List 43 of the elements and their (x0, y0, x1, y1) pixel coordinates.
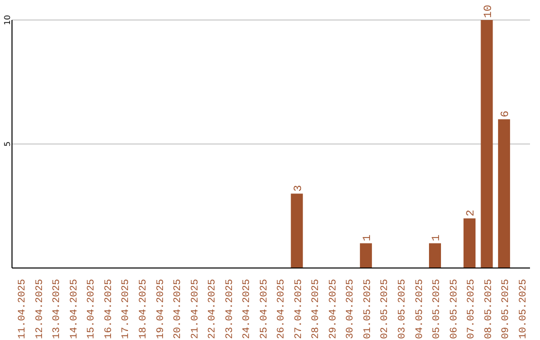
x-tick-label: 24.04.2025 (242, 279, 254, 340)
data-label: 3 (292, 184, 305, 192)
x-tick-label: 20.04.2025 (173, 279, 184, 340)
x-tick-label: 02.05.2025 (380, 279, 392, 340)
x-tick-label: 21.04.2025 (190, 279, 202, 340)
x-tick-label: 17.04.2025 (121, 279, 132, 340)
x-tick-label: 04.05.2025 (414, 279, 426, 340)
x-tick-label: 13.04.2025 (52, 279, 64, 340)
x-tick-label: 29.04.2025 (328, 279, 340, 340)
x-tick-label: 26.04.2025 (276, 279, 288, 340)
y-tick-label: 5 (3, 141, 12, 147)
bar (498, 119, 510, 268)
bar (464, 218, 476, 268)
x-tick-label: 01.05.2025 (362, 279, 374, 340)
x-tick-label: 16.04.2025 (104, 279, 115, 340)
x-tick-label: 22.04.2025 (208, 279, 219, 340)
data-label: 10 (482, 4, 495, 18)
x-tick-label: 18.04.2025 (138, 279, 150, 340)
data-label: 1 (362, 234, 374, 242)
x-tick-label: 03.05.2025 (398, 279, 408, 340)
bar (480, 20, 493, 268)
bar (428, 243, 441, 268)
x-tick-label: 28.04.2025 (311, 279, 322, 340)
x-tick-label: 08.05.2025 (484, 279, 495, 340)
x-tick-label: 15.04.2025 (86, 279, 98, 340)
data-label: 6 (500, 110, 512, 118)
x-tick-label: 05.05.2025 (432, 279, 444, 340)
x-tick-label: 10.05.2025 (518, 279, 530, 340)
x-tick-label: 12.04.2025 (34, 279, 46, 340)
x-tick-label: 27.04.2025 (294, 279, 305, 340)
bar (360, 243, 372, 268)
x-tick-label: 06.05.2025 (449, 279, 460, 340)
x-tick-label: 07.05.2025 (466, 279, 478, 340)
x-tick-label: 11.04.2025 (18, 279, 29, 340)
x-tick-label: 09.05.2025 (501, 279, 512, 340)
x-tick-label: 19.04.2025 (156, 279, 167, 340)
x-tick-label: 30.04.2025 (346, 279, 357, 340)
x-tick-label: 14.04.2025 (69, 279, 80, 340)
data-label: 1 (430, 234, 443, 242)
x-tick-label: 25.04.2025 (259, 279, 270, 340)
bar (290, 194, 303, 268)
x-tick-label: 23.04.2025 (224, 279, 236, 340)
data-label: 2 (466, 210, 478, 216)
